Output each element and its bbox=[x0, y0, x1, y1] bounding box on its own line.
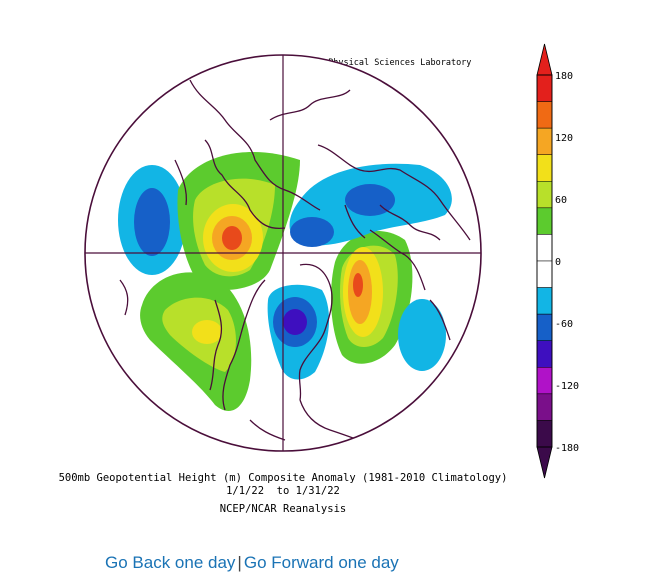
colorbar-segment bbox=[536, 393, 553, 421]
colorbar-label: 180 bbox=[555, 71, 573, 82]
colorbar-segment bbox=[536, 234, 553, 262]
colorbar-segment bbox=[536, 101, 553, 129]
colorbar-outline bbox=[536, 74, 553, 448]
colorbar-segment bbox=[536, 367, 553, 395]
anomaly-positive-north-red bbox=[222, 226, 242, 250]
colorbar-segment bbox=[536, 260, 553, 288]
polar-map bbox=[84, 54, 482, 452]
colorbar-labels: 180 120 60 0 -60 -120 -180 bbox=[555, 71, 579, 454]
colorbar-segment bbox=[536, 313, 553, 341]
colorbar-top-arrow bbox=[536, 43, 553, 76]
colorbar-label: 0 bbox=[555, 257, 561, 268]
colorbar-segment bbox=[536, 287, 553, 315]
colorbar-segment bbox=[536, 74, 553, 102]
colorbar-segment bbox=[536, 154, 553, 182]
colorbar-label: 120 bbox=[555, 133, 573, 144]
colorbar-segment bbox=[536, 181, 553, 209]
colorbar-segment bbox=[536, 207, 553, 235]
anomaly-field bbox=[118, 151, 452, 412]
figure-source: NCEP/NCAR Reanalysis bbox=[220, 503, 346, 515]
colorbar-segment bbox=[536, 127, 553, 155]
go-back-link[interactable]: Go Back one day bbox=[105, 553, 236, 572]
anomaly-negative-west-core bbox=[134, 188, 170, 256]
colorbar-segment bbox=[536, 420, 553, 448]
anomaly-negative-atlantic bbox=[398, 299, 446, 371]
colorbar-segment bbox=[536, 340, 553, 368]
go-forward-link[interactable]: Go Forward one day bbox=[243, 553, 399, 572]
anomaly-negative-central-purple bbox=[283, 309, 307, 335]
nav-separator: | bbox=[237, 553, 242, 572]
anomaly-positive-pacific-yellow bbox=[192, 320, 222, 344]
colorbar-label: -60 bbox=[555, 319, 573, 330]
colorbar-bottom-arrow bbox=[536, 446, 553, 479]
colorbar-label: -180 bbox=[555, 443, 579, 454]
figure-title: 500mb Geopotential Height (m) Composite … bbox=[59, 472, 508, 484]
colorbar-label: -120 bbox=[555, 381, 579, 392]
colorbar-label: 60 bbox=[555, 195, 567, 206]
map-border bbox=[84, 54, 482, 452]
colorbar: 180 120 60 0 -60 -120 -180 bbox=[536, 43, 579, 479]
figure-dates: 1/1/22 to 1/31/22 bbox=[226, 485, 340, 497]
colorbar-segments bbox=[536, 74, 553, 448]
anomaly-negative-arctic-blue-1 bbox=[290, 217, 334, 247]
credit-label: NOAA Physical Sciences Laboratory bbox=[303, 58, 472, 68]
anomaly-map-figure: NOAA Physical Sciences Laboratory bbox=[59, 43, 579, 515]
day-navigation: Go Back one day | Go Forward one day bbox=[105, 553, 399, 573]
anomaly-positive-atlantic-red bbox=[353, 273, 363, 297]
